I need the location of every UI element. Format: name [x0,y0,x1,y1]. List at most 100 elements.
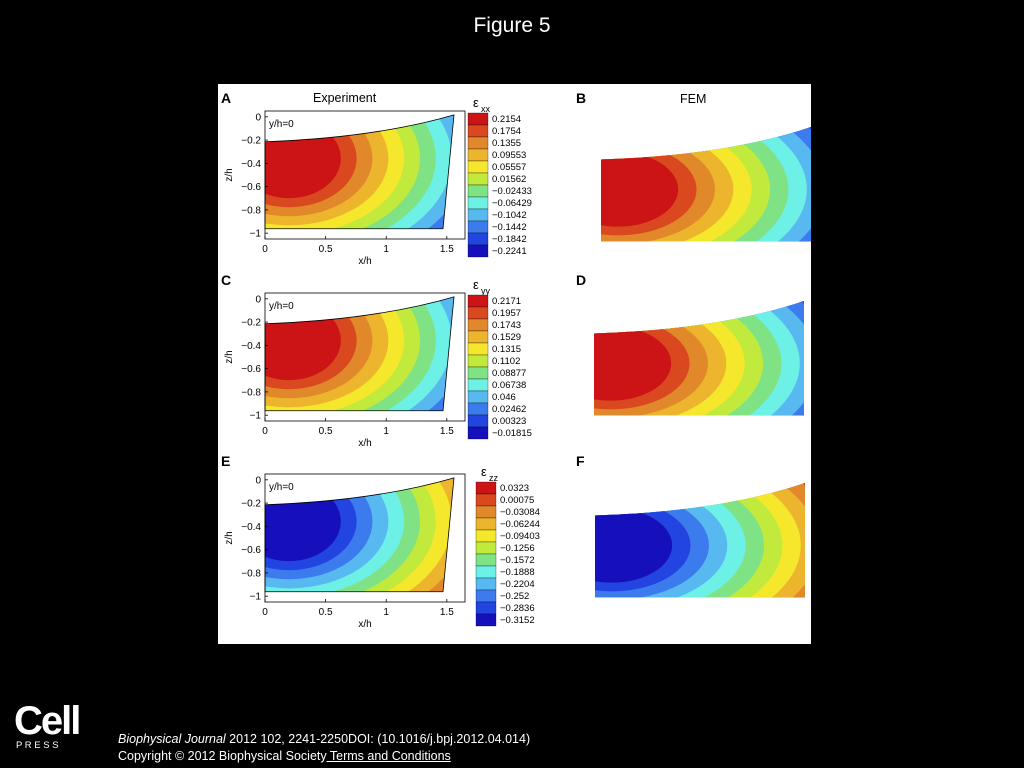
colorbar-label: −0.06244 [500,519,540,530]
panel-letter: E [221,453,230,469]
colorbar-cell [475,565,497,579]
colorbar-label: 0.01562 [492,174,526,185]
colorbar-label: 0.1315 [492,344,521,355]
colorbar-symbol: ε [481,464,487,479]
figure-svg: A Experiment y/h=0 0 0.5 1 1.5 x/h 0 −0.2 −0.4 −0.6… [221,90,811,630]
x-axis-label: x/h [358,256,371,267]
y-tick-label: −0.2 [241,499,261,510]
y-tick-label: −0.2 [241,318,261,329]
x-tick-label: 1 [383,426,389,437]
colorbar-label: 0.1743 [492,320,521,331]
x-axis-label: x/h [358,619,371,630]
axis-box [264,473,466,603]
logo-wordmark: Cell [14,700,79,743]
colorbar-cell [467,426,489,440]
x-tick-label: 1 [383,244,389,255]
y-tick-label: 0 [255,475,261,486]
colorbar-cell [475,553,497,567]
column-title: FEM [680,92,706,106]
y-axis-label: z/h [224,350,235,363]
field-group [265,296,454,411]
fem-band [601,152,679,227]
colorbar-label: 0.08877 [492,368,526,379]
panel-letter: B [576,90,586,106]
panel-letter: A [221,90,231,106]
colorbar-label: −0.2241 [492,246,527,257]
x-tick-label: 0 [262,244,268,255]
colorbar-cell [475,505,497,519]
colorbar-label: 0.1529 [492,332,521,343]
colorbar-cell [467,160,489,174]
colorbar-cell [467,124,489,138]
panel-letter: D [576,272,586,288]
x-tick-label: 0.5 [319,244,333,255]
colorbar-label: −0.2836 [500,603,535,614]
y-tick-label: −0.4 [241,522,261,533]
y-axis-label: z/h [224,168,235,181]
y-tick-label: −1 [250,229,262,240]
colorbar-label: −0.1256 [500,543,535,554]
x-axis-label: x/h [358,438,371,449]
colorbar-cell [467,390,489,404]
panel-letter: F [576,453,585,469]
y-tick-label: −0.2 [241,136,261,147]
y-tick-label: −0.4 [241,159,261,170]
colorbar-label: 0.1754 [492,126,521,137]
colorbar-label: −0.1442 [492,222,527,233]
colorbar-cell [475,529,497,543]
domain-outline [264,296,455,412]
citation-line: Biophysical Journal 2012 102, 2241-2250D… [118,731,530,748]
terms-link[interactable]: Terms and Conditions [326,749,451,763]
colorbar-cell [475,481,497,495]
fem-band [595,508,673,583]
x-tick-label: 0.5 [319,426,333,437]
copyright-text: Copyright © 2012 Biophysical Society [118,749,327,763]
colorbar-cell [475,601,497,615]
colorbar-subscript: xx [481,104,491,114]
annotation-label: y/h=0 [269,482,294,493]
colorbar-label: 0.00075 [500,495,534,506]
colorbar-cell [475,577,497,591]
y-tick-label: −1 [250,411,262,422]
copyright-line: Copyright © 2012 Biophysical Society Ter… [118,748,530,765]
x-tick-label: 1.5 [440,607,454,618]
colorbar-cell [467,184,489,198]
colorbar-cell [467,136,489,150]
x-tick-label: 0 [262,607,268,618]
colorbar-label: 0.0323 [500,483,529,494]
colorbar-label: −0.03084 [500,507,540,518]
cell-press-logo: Cell P R E S S [14,699,86,751]
colorbar-label: −0.06429 [492,198,532,209]
annotation-label: y/h=0 [269,301,294,312]
citation-details: 2012 102, 2241-2250DOI: (10.1016/j.bpj.2… [225,732,531,746]
axis-box [264,292,466,422]
y-tick-label: −0.8 [241,568,261,579]
colorbar-cell [467,244,489,258]
colorbar-label: 0.09553 [492,150,526,161]
citation-block: Biophysical Journal 2012 102, 2241-2250D… [118,731,530,765]
colorbar-label: 0.06738 [492,380,526,391]
colorbar-label: −0.1572 [500,555,535,566]
colorbar-symbol: ε [473,277,479,292]
colorbar-label: −0.2204 [500,579,535,590]
colorbar-cell [467,330,489,344]
column-title: Experiment [313,91,377,105]
y-tick-label: −0.8 [241,205,261,216]
colorbar-cell [467,342,489,356]
domain-outline [264,114,455,230]
y-tick-label: −0.6 [241,364,261,375]
colorbar-cell [467,112,489,126]
colorbar-label: 0.05557 [492,162,526,173]
colorbar-label: 0.00323 [492,416,526,427]
panel-letter: C [221,272,231,288]
colorbar-label: −0.3152 [500,615,535,626]
colorbar-cell [475,613,497,627]
y-tick-label: −0.4 [241,341,261,352]
colorbar-cell [467,232,489,246]
colorbar-cell [467,148,489,162]
colorbar-cell [467,306,489,320]
logo-subtitle: P R E S S [16,740,59,750]
field-group [265,477,454,592]
colorbar-label: 0.1102 [492,356,520,367]
colorbar-subscript: yy [481,286,491,296]
